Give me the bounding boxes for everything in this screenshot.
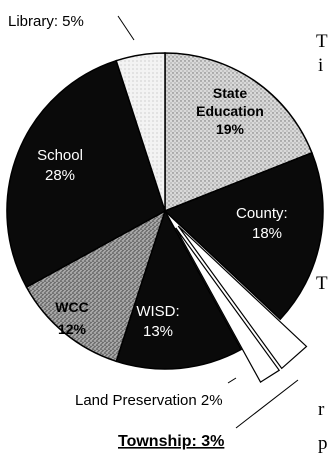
label-wcc-pct: 12%	[58, 321, 87, 337]
page-fragment-3: T	[316, 273, 328, 294]
page-fragment-4: r	[318, 399, 325, 420]
land-preservation-leader	[227, 377, 237, 384]
label-state-name: State	[213, 85, 247, 101]
label-land-preservation: Land Preservation 2%	[75, 392, 223, 409]
library-leader	[117, 15, 135, 41]
pie-slice-library	[115, 52, 166, 212]
label-school-pct: 28%	[45, 167, 75, 184]
pie-slice-county	[163, 151, 324, 321]
label-wcc-name: WCC	[55, 299, 88, 315]
pie-slice-wcc	[25, 209, 167, 363]
label-county-pct: 18%	[252, 225, 282, 242]
page-fragment-5: p	[318, 433, 328, 454]
pie-slice-land-preservation	[175, 227, 281, 383]
pie-slice-school	[6, 59, 166, 289]
label-state-name2: Education	[196, 103, 264, 119]
label-wisd-pct: 13%	[143, 323, 173, 340]
pie-slice-state-education	[164, 52, 313, 213]
label-wisd-name: WISD:	[136, 303, 179, 320]
label-state-pct: 19%	[216, 121, 245, 137]
township-leader	[235, 379, 299, 429]
label-county-name: County:	[236, 205, 288, 222]
page-fragment-2: i	[318, 55, 324, 76]
label-school-name: School	[37, 147, 83, 164]
pie-slice-wisd	[115, 209, 243, 370]
page-fragment-1: T	[316, 31, 328, 52]
pie-slice-township	[177, 225, 308, 370]
label-township: Township: 3%	[118, 433, 224, 450]
label-library: Library: 5%	[8, 13, 84, 30]
